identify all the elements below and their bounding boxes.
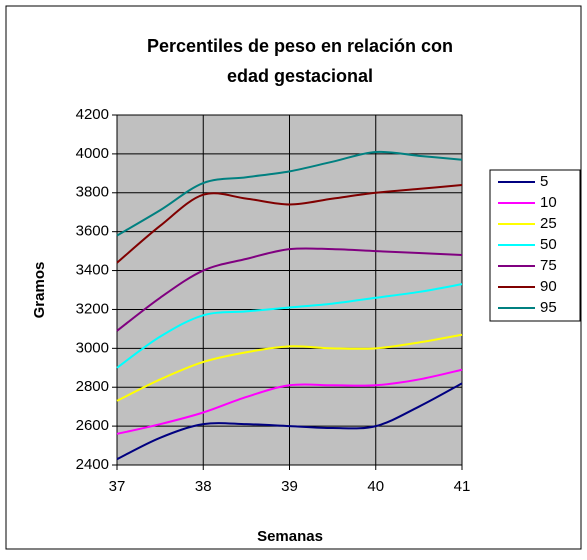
y-tick-label: 3400 (76, 262, 109, 279)
line-series (116, 150, 463, 237)
legend-label: 75 (540, 257, 557, 274)
y-tick-label: 3600 (76, 223, 109, 240)
legend-label: 25 (540, 215, 557, 232)
line-series (116, 333, 463, 402)
line-series (116, 368, 463, 435)
line-series (116, 184, 463, 264)
line-series (116, 382, 463, 461)
x-tick-label: 40 (367, 478, 384, 495)
y-tick-label: 2800 (76, 378, 109, 395)
y-tick-label: 4200 (76, 106, 109, 123)
y-tick-label: 3000 (76, 339, 109, 356)
y-tick-label: 3200 (76, 300, 109, 317)
x-tick-label: 38 (195, 478, 212, 495)
line-series (116, 247, 463, 332)
legend-label: 10 (540, 194, 557, 211)
x-tick-label: 39 (281, 478, 298, 495)
x-axis-label: Semanas (257, 528, 323, 545)
y-tick-label: 4000 (76, 145, 109, 162)
y-axis-label: Gramos (31, 262, 48, 319)
line-series (116, 283, 463, 369)
legend-label: 5 (540, 173, 548, 190)
x-tick-label: 37 (109, 478, 126, 495)
chart-title: Percentiles de peso en relación con edad … (147, 36, 453, 86)
y-tick-label: 2600 (76, 417, 109, 434)
y-tick-label: 2400 (76, 456, 109, 473)
legend-label: 50 (540, 236, 557, 253)
legend-label: 90 (540, 278, 557, 295)
x-tick-label: 41 (454, 478, 471, 495)
y-tick-label: 3800 (76, 184, 109, 201)
legend-label: 95 (540, 299, 557, 316)
